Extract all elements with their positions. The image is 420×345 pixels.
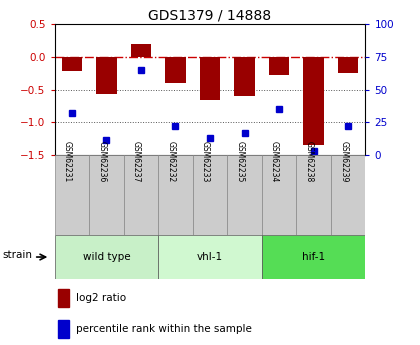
Bar <box>331 155 365 235</box>
Bar <box>303 57 324 145</box>
Bar <box>338 57 359 73</box>
Bar <box>131 45 151 57</box>
Text: GSM62233: GSM62233 <box>201 141 210 182</box>
Bar <box>234 57 255 96</box>
Text: hif-1: hif-1 <box>302 252 325 262</box>
Bar <box>262 155 297 235</box>
Text: percentile rank within the sample: percentile rank within the sample <box>76 324 252 334</box>
Text: GSM62238: GSM62238 <box>304 141 314 182</box>
Bar <box>200 57 221 99</box>
Bar <box>61 57 82 71</box>
Text: GSM62239: GSM62239 <box>339 141 348 182</box>
Text: GSM62234: GSM62234 <box>270 141 279 182</box>
Text: vhl-1: vhl-1 <box>197 252 223 262</box>
Bar <box>58 320 68 338</box>
Text: GDS1379 / 14888: GDS1379 / 14888 <box>148 9 272 23</box>
Bar <box>96 57 117 93</box>
Text: GSM62231: GSM62231 <box>63 141 72 182</box>
Bar <box>193 155 227 235</box>
Bar <box>158 155 193 235</box>
Text: log2 ratio: log2 ratio <box>76 293 126 303</box>
Bar <box>158 235 262 279</box>
Text: GSM62237: GSM62237 <box>132 141 141 182</box>
Text: GSM62236: GSM62236 <box>97 141 106 182</box>
Bar <box>123 155 158 235</box>
Text: GSM62232: GSM62232 <box>166 141 176 182</box>
Bar <box>165 57 186 83</box>
Bar <box>89 155 123 235</box>
Bar <box>262 235 365 279</box>
Bar <box>297 155 331 235</box>
Text: strain: strain <box>3 250 33 260</box>
Bar <box>269 57 289 75</box>
Bar <box>55 235 158 279</box>
Text: GSM62235: GSM62235 <box>236 141 244 182</box>
Text: wild type: wild type <box>83 252 130 262</box>
Bar <box>55 155 89 235</box>
Bar <box>227 155 262 235</box>
Bar <box>58 289 68 307</box>
